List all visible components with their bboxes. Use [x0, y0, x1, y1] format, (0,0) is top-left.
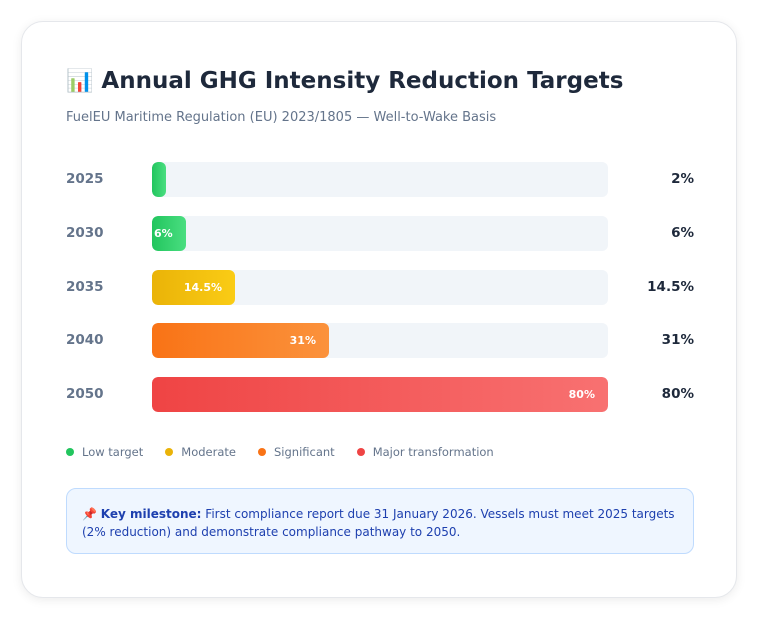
category-label: 2025 — [66, 171, 104, 187]
legend-item: Significant — [257, 445, 335, 459]
bar: 80% — [152, 377, 608, 412]
value-label: 80% — [661, 386, 694, 402]
legend-label: Low target — [82, 445, 144, 459]
bar — [152, 162, 166, 197]
milestone-note: 📌 Key milestone: First compliance report… — [66, 488, 694, 554]
pin-icon: 📌 — [82, 507, 97, 521]
legend-dot-icon — [165, 448, 174, 456]
chart-title: 📊 Annual GHG Intensity Reduction Targets — [66, 68, 623, 94]
value-label: 6% — [671, 224, 694, 241]
chart-card: 📊 Annual GHG Intensity Reduction Targets … — [21, 21, 737, 598]
value-label: 31% — [661, 332, 694, 349]
bar-track: 80% — [152, 377, 608, 412]
bar: 6% — [152, 215, 186, 251]
bar-track — [152, 162, 608, 197]
milestone-note-label: Key milestone: — [100, 507, 202, 521]
bar-row: 2035 14.5% 14.5% — [66, 269, 694, 305]
value-label: 2% — [671, 171, 694, 187]
milestone-note-text: First compliance report due 31 January 2… — [82, 507, 675, 539]
bar-track: 31% — [152, 323, 608, 359]
legend-item: Low target — [66, 445, 143, 459]
legend-dot-icon — [66, 448, 74, 456]
category-label: 2035 — [66, 278, 104, 295]
bar-track: 14.5% — [152, 269, 608, 305]
bar-row: 2030 6% 6% — [66, 215, 694, 251]
bar-row: 2040 31% 31% — [66, 323, 694, 359]
legend: Low target Moderate Significant Major trans… — [66, 445, 494, 459]
legend-dot-icon — [257, 448, 266, 456]
category-label: 2030 — [66, 224, 104, 241]
chart-title-text: Annual GHG Intensity Reduction Targets — [101, 68, 624, 94]
value-label: 14.5% — [647, 278, 694, 295]
chart-subtitle: FuelEU Maritime Regulation (EU) 2023/180… — [66, 110, 497, 125]
bar-row: 2050 80% 80% — [66, 377, 694, 412]
legend-label: Significant — [273, 445, 335, 459]
category-label: 2050 — [66, 386, 104, 402]
legend-dot-icon — [356, 448, 365, 456]
category-label: 2040 — [66, 332, 104, 349]
bar: 31% — [152, 323, 329, 359]
legend-item: Moderate — [165, 445, 236, 459]
legend-label: Moderate — [181, 445, 236, 459]
bar: 14.5% — [152, 269, 235, 305]
bar-track: 6% — [152, 215, 608, 251]
bar-chart-icon: 📊 — [66, 69, 94, 94]
legend-item: Major transformation — [356, 445, 494, 459]
legend-label: Major transformation — [372, 445, 494, 459]
bar-row: 2025 2% — [66, 162, 694, 197]
